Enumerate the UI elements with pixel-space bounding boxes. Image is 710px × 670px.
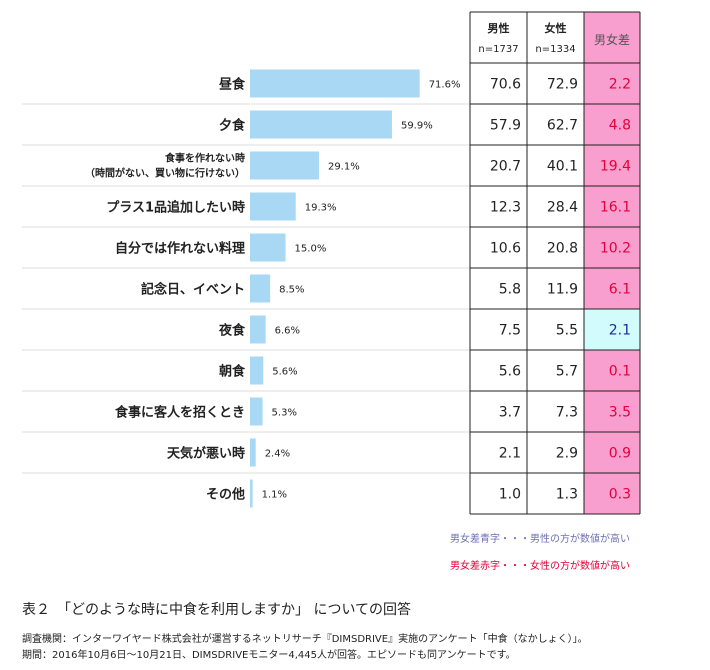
female-value-10: 1.3 <box>556 487 578 503</box>
male-value-6: 7.5 <box>499 323 521 339</box>
male-value-0: 70.6 <box>490 77 521 93</box>
diff-cell-bg-2 <box>584 145 640 186</box>
diff-value-3: 16.1 <box>600 200 631 216</box>
bar-2 <box>250 151 319 180</box>
legend-red-note: 男女差赤字・・・女性の方が数値が高い <box>450 561 630 572</box>
value-label-2: 29.1% <box>328 162 360 173</box>
header-female-n: n=1334 <box>535 44 575 55</box>
value-label-1: 59.9% <box>401 121 433 132</box>
data-table: 男性 n=1737 女性 n=1334 男女差 70.6 72.9 2.2 57.9 62.7 4.… <box>469 11 641 515</box>
bar-3 <box>250 192 296 221</box>
header-diff: 男女差 <box>594 32 630 47</box>
diff-cell-bg-7 <box>584 350 640 391</box>
value-label-5: 8.5% <box>279 285 304 296</box>
header-male: 男性 <box>488 21 510 35</box>
figure-caption: 表２ 「どのような時に中食を利用しますか」 についての回答 <box>22 602 412 618</box>
value-label-7: 5.6% <box>272 367 297 378</box>
diff-value-10: 0.3 <box>609 487 631 503</box>
male-value-2: 20.7 <box>490 159 521 175</box>
bar-8 <box>250 397 263 426</box>
value-label-4: 15.0% <box>295 244 327 255</box>
diff-value-0: 2.2 <box>609 77 631 93</box>
value-label-8: 5.3% <box>272 408 297 419</box>
bar-4 <box>250 233 286 262</box>
category-label-10: その他 <box>206 487 245 503</box>
value-label-3: 19.3% <box>305 203 337 214</box>
category-label-1: 夕食 <box>219 118 246 134</box>
female-value-5: 11.9 <box>547 282 578 298</box>
header-female: 女性 <box>545 21 567 35</box>
survey-note-period: 期間：2016年10月6日～10月21日、DIMSDRIVEモニター4,445人… <box>22 650 516 661</box>
bar-6 <box>250 315 266 344</box>
category-label-9: 天気が悪い時 <box>167 446 245 462</box>
female-value-7: 5.7 <box>556 364 578 380</box>
male-value-5: 5.8 <box>499 282 521 298</box>
category-label-5: 記念日、イベント <box>141 282 245 298</box>
male-value-9: 2.1 <box>499 446 521 462</box>
male-value-7: 5.6 <box>499 364 521 380</box>
category-label-2-line2: （時間がない、買い物に行けない） <box>85 167 245 180</box>
female-value-8: 7.3 <box>556 405 578 421</box>
bars-layer: 昼食 71.6% 夕食 59.9% 食事を作れない時 （時間がない、買い物に行けない） 29… <box>22 69 470 508</box>
female-value-4: 20.8 <box>547 241 578 257</box>
header-diff-bg <box>584 12 640 63</box>
value-label-10: 1.1% <box>262 490 287 501</box>
diff-value-7: 0.1 <box>609 364 631 380</box>
value-label-6: 6.6% <box>275 326 300 337</box>
bar-7 <box>250 356 264 385</box>
diff-cell-bg-0 <box>584 63 640 104</box>
diff-value-6: 2.1 <box>609 323 631 339</box>
male-value-10: 1.0 <box>499 487 521 503</box>
female-value-1: 62.7 <box>547 118 578 134</box>
bar-5 <box>250 274 271 303</box>
category-label-8: 食事に客人を招くとき <box>115 405 245 421</box>
bar-9 <box>250 438 256 467</box>
diff-cell-bg-1 <box>584 104 640 145</box>
diff-value-4: 10.2 <box>600 241 631 257</box>
male-value-3: 12.3 <box>490 200 521 216</box>
female-value-9: 2.9 <box>556 446 578 462</box>
category-label-0: 昼食 <box>219 77 246 93</box>
female-value-0: 72.9 <box>547 77 578 93</box>
category-label-6: 夜食 <box>218 323 246 339</box>
bar-0 <box>250 69 420 98</box>
female-value-3: 28.4 <box>547 200 578 216</box>
value-label-0: 71.6% <box>429 80 461 91</box>
female-value-6: 5.5 <box>556 323 578 339</box>
value-label-9: 2.4% <box>265 449 290 460</box>
diff-cell-bg-3 <box>584 186 640 227</box>
diff-cell-bg-5 <box>584 268 640 309</box>
diff-cell-bg-9 <box>584 432 640 473</box>
survey-note-source: 調査機関：インターワイヤード株式会社が運営するネットリサーチ『DIMSDRIVE… <box>22 634 588 645</box>
chart: 昼食 71.6% 夕食 59.9% 食事を作れない時 （時間がない、買い物に行けない） 29… <box>22 11 641 515</box>
diff-cell-bg-4 <box>584 227 640 268</box>
category-label-7: 朝食 <box>219 364 246 380</box>
legend-blue-note: 男女差青字・・・男性の方が数値が高い <box>450 534 630 545</box>
category-label-3: プラス1品追加したい時 <box>106 200 245 216</box>
female-value-2: 40.1 <box>547 159 578 175</box>
bar-10 <box>250 479 253 508</box>
category-label-2-line1: 食事を作れない時 <box>164 152 245 165</box>
diff-value-5: 6.1 <box>609 282 631 298</box>
male-value-4: 10.6 <box>490 241 521 257</box>
diff-cell-bg-8 <box>584 391 640 432</box>
category-label-4: 自分では作れない料理 <box>115 241 245 257</box>
bar-1 <box>250 110 392 139</box>
diff-value-1: 4.8 <box>609 118 631 134</box>
diff-value-2: 19.4 <box>600 159 631 175</box>
male-value-1: 57.9 <box>490 118 521 134</box>
diff-value-8: 3.5 <box>609 405 631 421</box>
header-male-n: n=1737 <box>478 44 518 55</box>
diff-cell-bg-10 <box>584 473 640 514</box>
diff-cell-bg-6 <box>584 309 640 350</box>
male-value-8: 3.7 <box>499 405 521 421</box>
diff-value-9: 0.9 <box>609 446 631 462</box>
